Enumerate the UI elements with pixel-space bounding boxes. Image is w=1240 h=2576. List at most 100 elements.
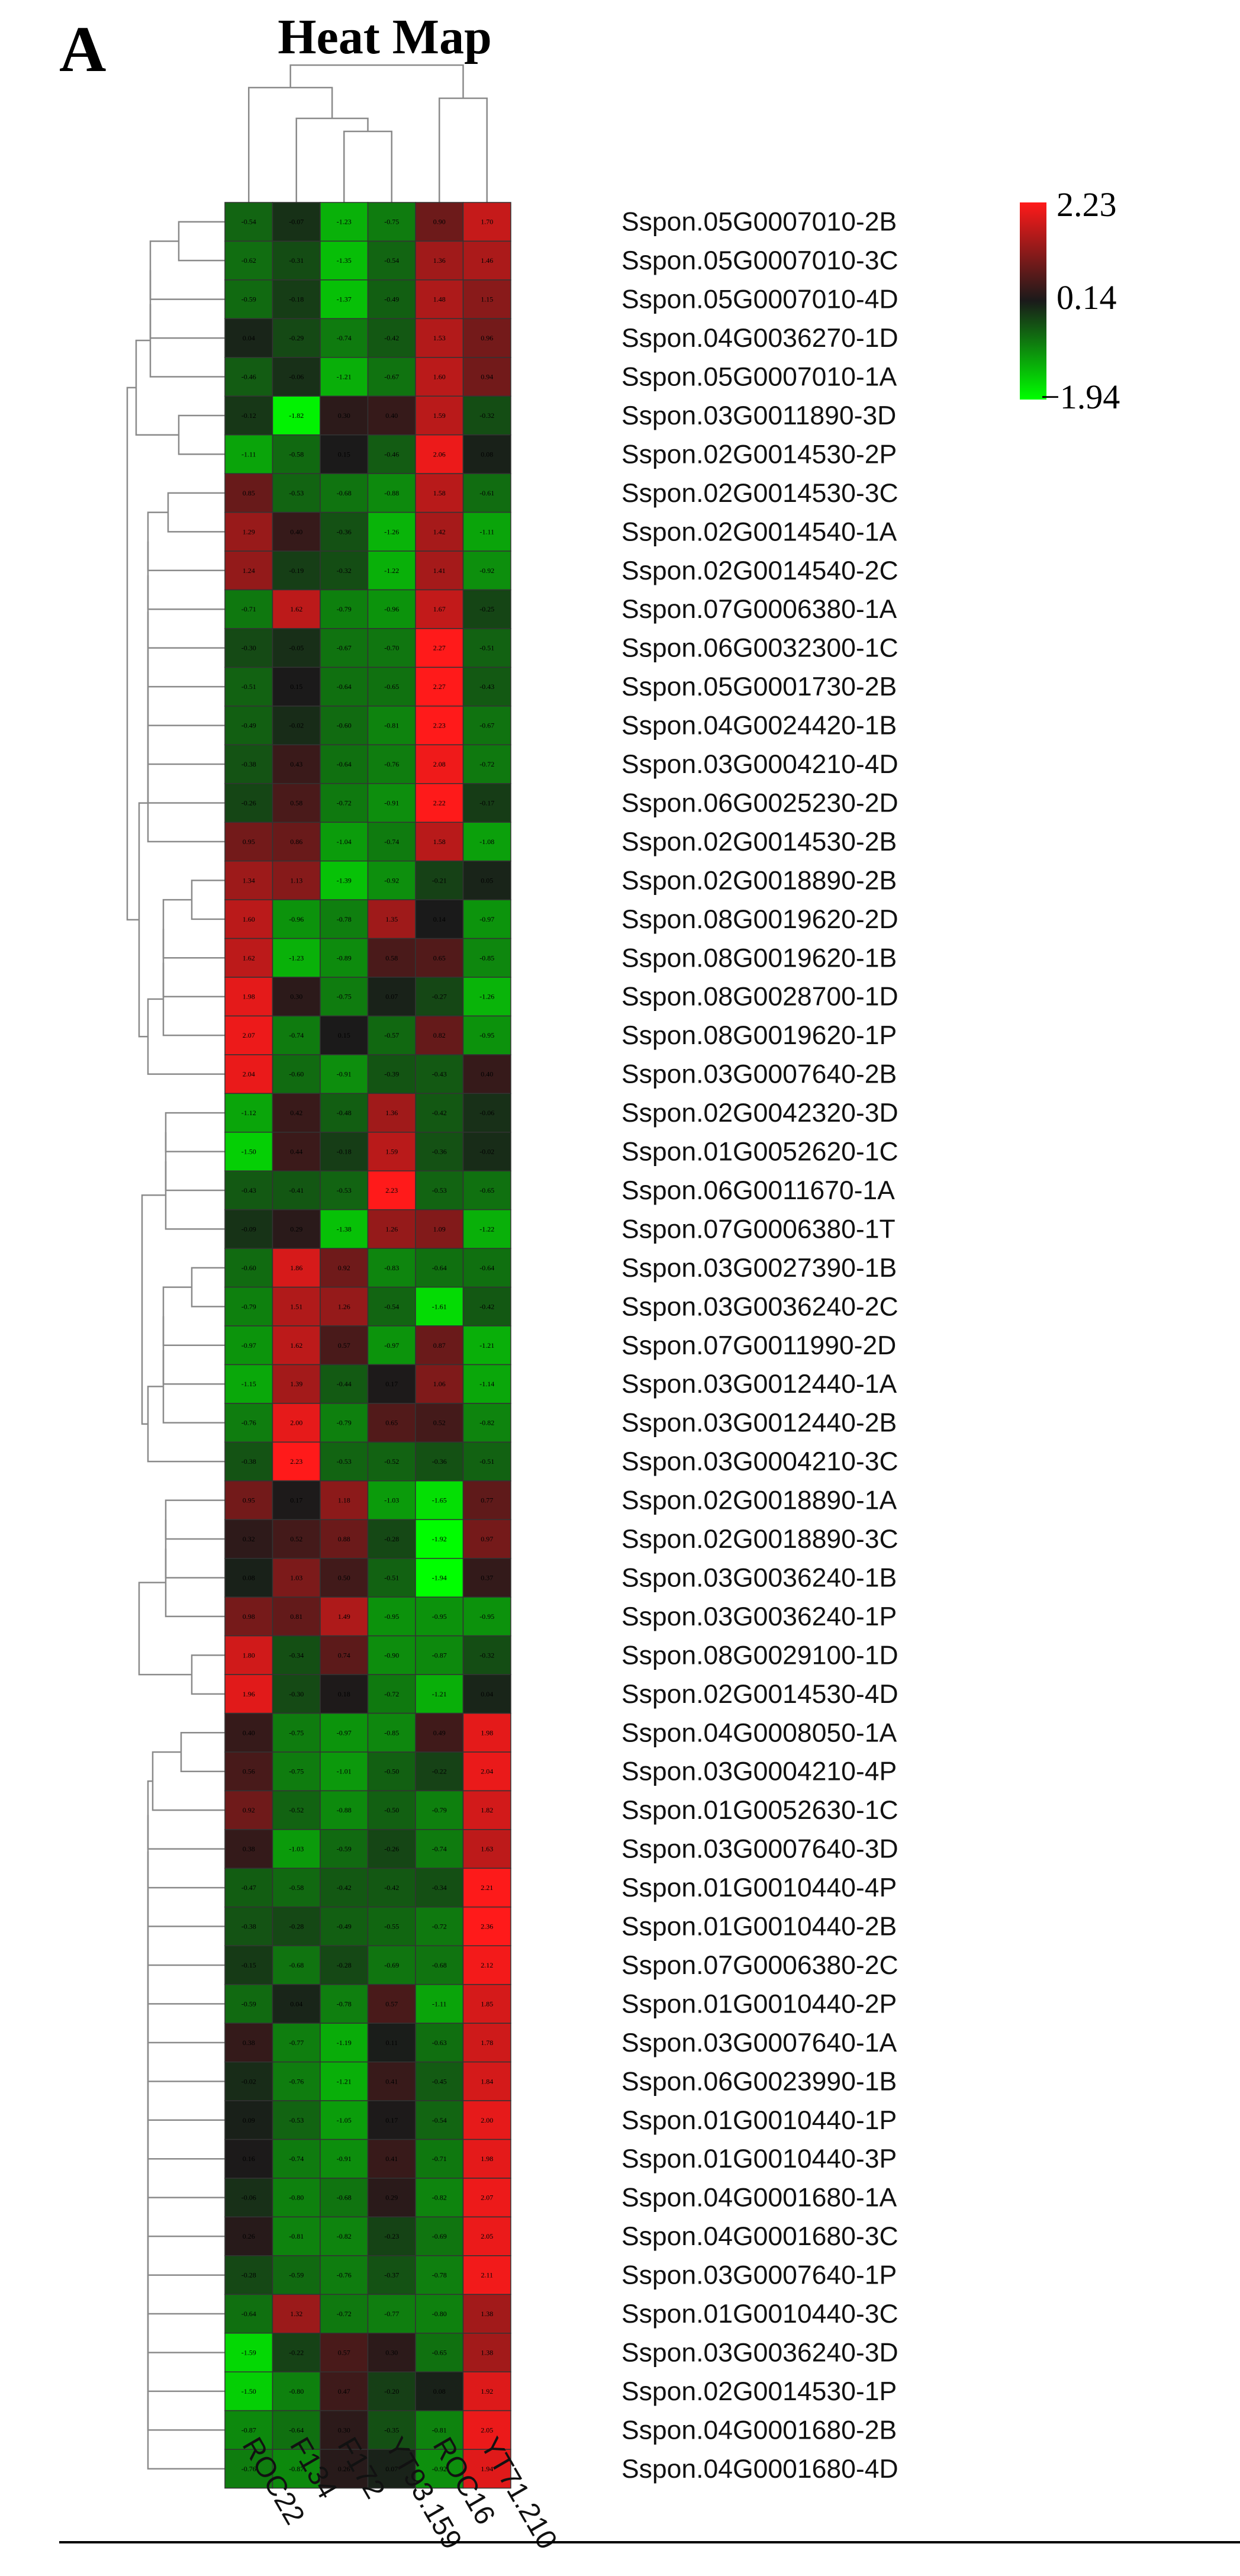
cell-value-label: 0.04	[290, 1999, 302, 2008]
row-labels: Sspon.05G0007010-2B Sspon.05G0007010-3C Ss…	[621, 208, 898, 2484]
heatmap-cell	[462, 2061, 511, 2101]
cell-value-label: -0.72	[479, 760, 494, 768]
cell-value-label: -1.12	[241, 1109, 256, 1117]
heatmap-cell	[224, 666, 273, 707]
heatmap-cell	[462, 240, 511, 281]
cell-value-label: 2.27	[433, 644, 446, 652]
heatmap-cell	[367, 899, 416, 939]
heatmap-cell	[224, 822, 273, 862]
cell-value-label: -0.52	[289, 1806, 304, 1814]
cell-value-label: -1.22	[479, 1225, 494, 1233]
cell-value-label: -0.52	[384, 1457, 399, 1466]
row-label: Sspon.02G0014530-4D	[621, 1680, 898, 1709]
cell-value-label: 0.43	[290, 760, 302, 768]
heatmap-cell	[462, 357, 511, 397]
cell-value-label: 0.04	[243, 334, 255, 342]
cell-value-label: 2.06	[433, 450, 446, 458]
row-label: Sspon.03G0036240-3D	[621, 2338, 898, 2367]
heatmap-cell	[272, 2410, 321, 2450]
cell-value-label: -0.45	[432, 2077, 447, 2085]
cell-value-label: 0.95	[243, 838, 255, 846]
cell-value-label: 1.78	[481, 2039, 493, 2047]
heatmap-cell	[272, 1132, 321, 1172]
cell-value-label: -0.81	[384, 722, 399, 730]
heatmap-cell	[272, 550, 321, 591]
cell-value-label: -0.50	[384, 1767, 399, 1776]
heatmap-cell	[224, 1015, 273, 1055]
cell-value-label: -0.79	[241, 1302, 256, 1310]
cell-value-label: -0.32	[337, 566, 352, 575]
row-label: Sspon.03G0011890-3D	[621, 401, 896, 430]
cell-value-label: -0.74	[289, 1031, 304, 1039]
heatmap-cell	[320, 744, 369, 784]
cell-value-label: 0.88	[338, 1535, 350, 1543]
cell-value-label: -0.74	[432, 1845, 447, 1853]
heatmap-cell	[320, 202, 369, 242]
heatmap-cell	[224, 511, 273, 552]
heatmap-cell	[415, 899, 464, 939]
heatmap-cell	[320, 2061, 369, 2101]
cell-value-label: -1.61	[432, 1302, 447, 1310]
cell-value-label: 1.60	[243, 915, 255, 923]
cell-value-label: -0.97	[337, 1728, 352, 1737]
cell-value-label: 0.30	[338, 2426, 350, 2434]
cell-value-label: -0.91	[337, 2155, 352, 2163]
cell-value-label: -0.53	[289, 489, 304, 497]
heatmap-cell	[272, 1441, 321, 1482]
cell-value-label: -1.03	[289, 1845, 304, 1853]
heatmap-cell	[415, 938, 464, 978]
row-label: Sspon.05G0007010-2B	[621, 208, 897, 237]
heatmap-cell	[272, 1403, 321, 1443]
heatmap-cell	[462, 1519, 511, 1559]
row-label: Sspon.03G0007640-2B	[621, 1060, 897, 1089]
cell-value-label: 0.37	[481, 1573, 493, 1582]
heatmap-cell	[462, 822, 511, 862]
cell-value-label: 0.52	[433, 1419, 446, 1427]
cell-value-label: -0.70	[384, 644, 399, 652]
cell-value-label: 0.15	[290, 682, 302, 691]
cell-value-label: -0.60	[289, 1070, 304, 1078]
cell-value-label: -0.77	[384, 2310, 399, 2318]
cell-value-label: -0.53	[337, 1186, 352, 1194]
heatmap-cell	[272, 1596, 321, 1637]
cell-value-label: -0.50	[384, 1806, 399, 1814]
cell-value-label: 1.15	[481, 295, 493, 304]
heatmap-cell	[367, 318, 416, 358]
cell-value-label: 0.30	[385, 2348, 398, 2356]
cell-value-label: 1.82	[481, 1806, 493, 1814]
cell-value-label: -1.92	[432, 1535, 447, 1543]
row-label: Sspon.03G0004210-4D	[621, 750, 898, 779]
heatmap-cell	[320, 1790, 369, 1830]
cell-value-label: -0.87	[241, 2426, 256, 2434]
heatmap-cell	[272, 1015, 321, 1055]
cell-value-label: 0.07	[385, 993, 398, 1001]
cell-value-label: -0.36	[432, 1148, 447, 1156]
cell-value-label: -0.23	[384, 2232, 399, 2240]
cell-value-label: 0.85	[243, 489, 255, 497]
cell-value-label: 1.42	[433, 527, 446, 536]
cell-value-label: 0.57	[338, 1341, 350, 1350]
heatmap-cell	[272, 240, 321, 281]
cell-value-label: -0.32	[479, 1651, 494, 1659]
heatmap-cell	[415, 1093, 464, 1133]
row-label: Sspon.03G0012440-2B	[621, 1409, 897, 1438]
row-label: Sspon.07G0011990-2D	[621, 1331, 896, 1360]
heatmap-cell	[367, 666, 416, 707]
heatmap-cell	[272, 2139, 321, 2179]
cell-value-label: -0.75	[337, 993, 352, 1001]
cell-value-label: -1.22	[384, 566, 399, 575]
cell-value-label: -0.06	[241, 2194, 256, 2202]
cell-value-label: -0.20	[384, 2387, 399, 2395]
cell-value-label: -1.59	[241, 2348, 256, 2356]
heatmap-cell	[320, 666, 369, 707]
cell-value-label: -0.85	[479, 954, 494, 962]
heatmap-cell	[462, 434, 511, 474]
heatmap-cell	[367, 938, 416, 978]
cell-value-label: -0.75	[289, 1728, 304, 1737]
cell-value-label: 0.29	[290, 1225, 302, 1233]
cell-value-label: -0.64	[241, 2310, 256, 2318]
cell-value-label: 0.42	[290, 1109, 302, 1117]
cell-value-label: 1.32	[290, 2310, 302, 2318]
cell-value-label: 2.23	[385, 1186, 398, 1194]
cell-value-label: 1.09	[433, 1225, 446, 1233]
